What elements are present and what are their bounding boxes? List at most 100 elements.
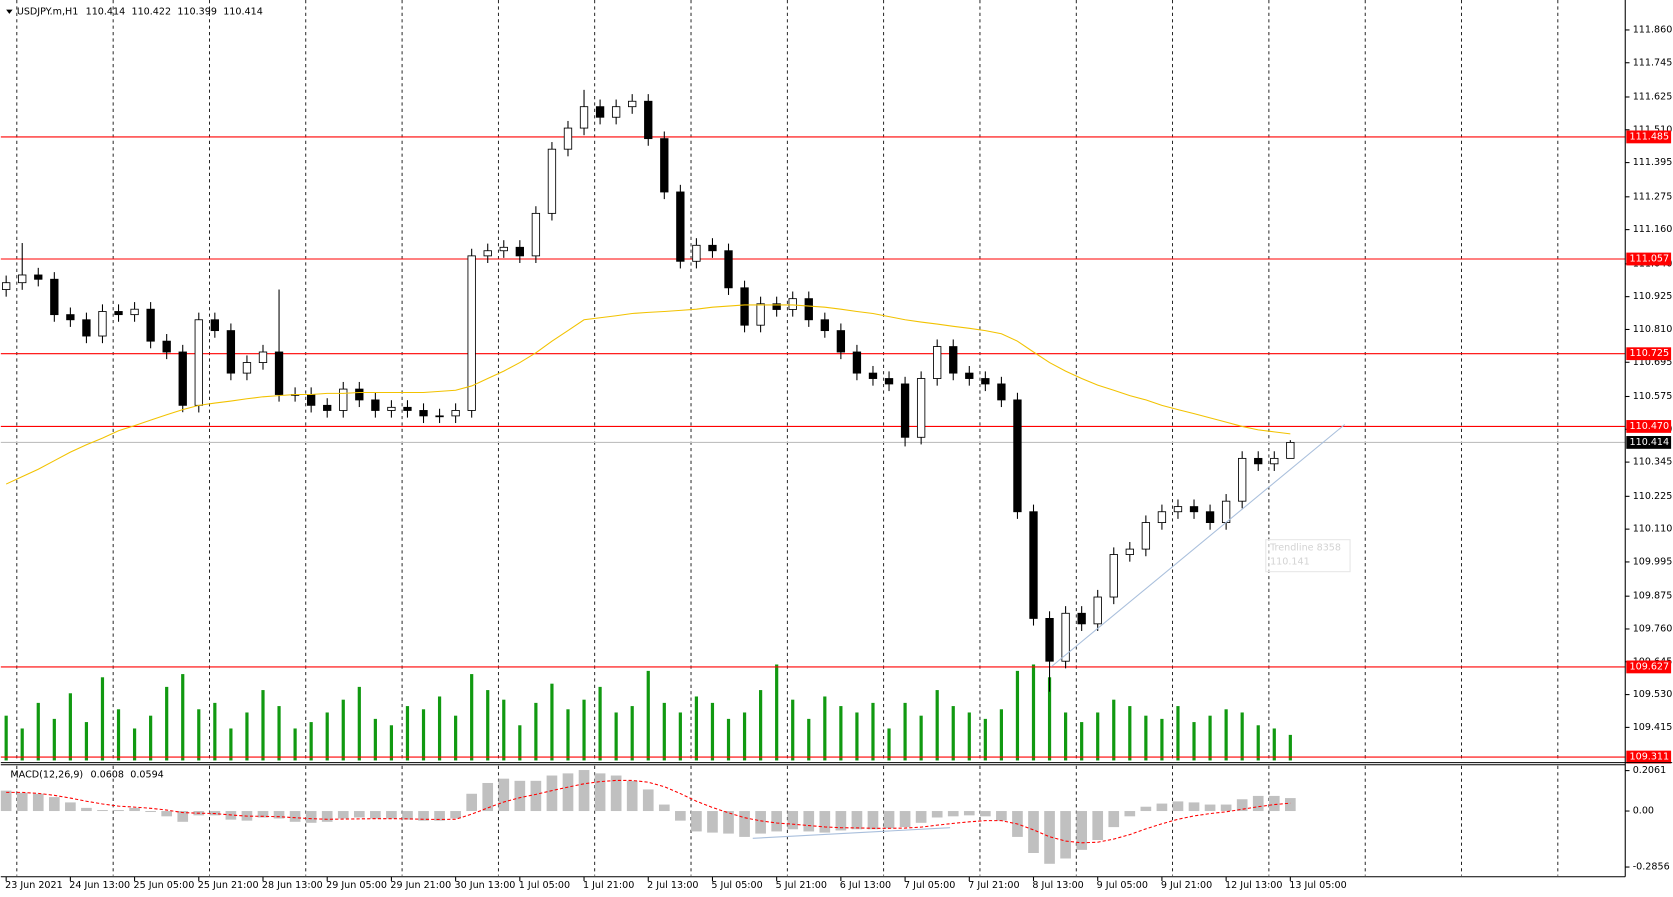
menu-triangle[interactable] [6, 9, 13, 14]
macd-bar [1124, 811, 1136, 817]
volume-bar [614, 712, 618, 761]
y-tick-label: 111.275 [1633, 191, 1673, 202]
volume-bar [1256, 725, 1260, 761]
candle-body [788, 298, 797, 310]
x-tick-label: 28 Jun 13:00 [262, 880, 323, 891]
volume-bar [245, 712, 249, 761]
candle-body [451, 410, 460, 417]
volume-bar [4, 715, 8, 761]
indicator-value: 0.0608 [90, 769, 124, 780]
candle-body [1270, 457, 1279, 465]
candle-body [258, 351, 268, 363]
candle-body [676, 191, 685, 262]
macd-bar [129, 807, 140, 812]
candle-body [820, 319, 829, 332]
volume-bar [566, 709, 570, 761]
x-tick-label: 2 Jul 13:00 [647, 880, 698, 891]
macd-bar [337, 811, 349, 819]
volume-bar [325, 712, 329, 761]
x-tick-label: 25 Jun 21:00 [198, 880, 259, 891]
candle-body [483, 250, 492, 257]
candle-body [226, 330, 236, 374]
x-tick-label: 24 Jun 13:00 [69, 880, 130, 891]
volume-bar [1192, 722, 1196, 761]
macd-bar [1220, 804, 1232, 812]
y-tick-label: 109.415 [1633, 722, 1673, 733]
macd-bar [386, 811, 397, 819]
macd-bar [81, 807, 92, 812]
macd-bar [289, 811, 301, 822]
y-tick-label: 110.575 [1633, 391, 1673, 402]
volume-bar [839, 706, 843, 761]
candle-body [274, 351, 284, 395]
x-tick-label: 12 Jul 13:00 [1225, 880, 1282, 891]
volume-bar [1096, 712, 1100, 761]
candle-body [194, 319, 203, 406]
candle-body [467, 255, 476, 411]
volume-bar [871, 702, 875, 761]
volume-bar [502, 699, 506, 761]
macd-bar [145, 811, 156, 813]
macd-bar [32, 793, 44, 812]
current-price-bg [1626, 436, 1672, 449]
candle-body [916, 378, 926, 438]
macd-bar [1108, 811, 1120, 828]
candle-body [1221, 500, 1231, 524]
macd-bar [658, 804, 670, 812]
volume-bar [293, 728, 297, 761]
volume-bar [52, 718, 56, 761]
y-tick-label: 111.395 [1633, 157, 1673, 168]
candle-body [34, 274, 43, 280]
candle-body [403, 406, 412, 411]
volume-bar [534, 702, 538, 761]
volume-bar [646, 670, 650, 761]
y-tick-label: 111.625 [1633, 91, 1673, 102]
x-tick-label: 5 Jul 21:00 [776, 880, 827, 891]
x-tick-label: 1 Jul 21:00 [583, 880, 634, 891]
volume-bar [229, 728, 233, 761]
volume-bar [903, 702, 907, 761]
candle-body [387, 406, 396, 411]
chart-header: USDJPY.m,H1 110.414 110.422 110.399 110.… [17, 6, 263, 17]
macd-bar [739, 811, 750, 837]
candle-body [1205, 511, 1215, 524]
macd-bar [1236, 799, 1248, 812]
macd-bar [691, 811, 702, 832]
grid [16, 0, 1559, 876]
macd-bar [177, 811, 189, 822]
candle-body [1125, 548, 1134, 555]
level-label: 111.485 [1630, 131, 1670, 142]
level-label: 110.470 [1630, 421, 1670, 432]
x-tick-label: 7 Jul 05:00 [904, 880, 955, 891]
y-tick-label: 109.760 [1633, 623, 1673, 634]
candle-body [852, 351, 862, 374]
macd-bar [161, 811, 173, 817]
volume-bar [389, 725, 394, 761]
y-tick-label: 111.745 [1633, 57, 1673, 68]
candle-body [130, 308, 139, 316]
candle-body [692, 244, 701, 262]
candle-body [981, 378, 990, 385]
candle-body [419, 410, 428, 417]
macd-bar [1188, 802, 1200, 812]
volume-bar [116, 709, 121, 761]
y-tick-label: 110.925 [1633, 291, 1673, 302]
macd-bar [450, 811, 461, 819]
volume-bar [261, 690, 265, 761]
y-tick-label: 111.160 [1633, 224, 1673, 235]
level-label: 109.311 [1630, 752, 1670, 763]
y-tick-label: 110.225 [1633, 491, 1673, 502]
candle-body [836, 330, 846, 353]
volume-bar [1080, 722, 1084, 761]
candle-body [965, 372, 974, 379]
signal-line [6, 779, 1291, 844]
volume-bar [437, 696, 442, 761]
macd-bar [1140, 806, 1152, 812]
macd-bar [835, 811, 847, 831]
x-tick-label: 7 Jul 21:00 [968, 880, 1019, 891]
candle-body [1238, 457, 1247, 502]
volume-bar [807, 718, 811, 761]
y-tick-label: 111.860 [1633, 24, 1673, 35]
y-tick-label: 109.995 [1633, 556, 1673, 567]
